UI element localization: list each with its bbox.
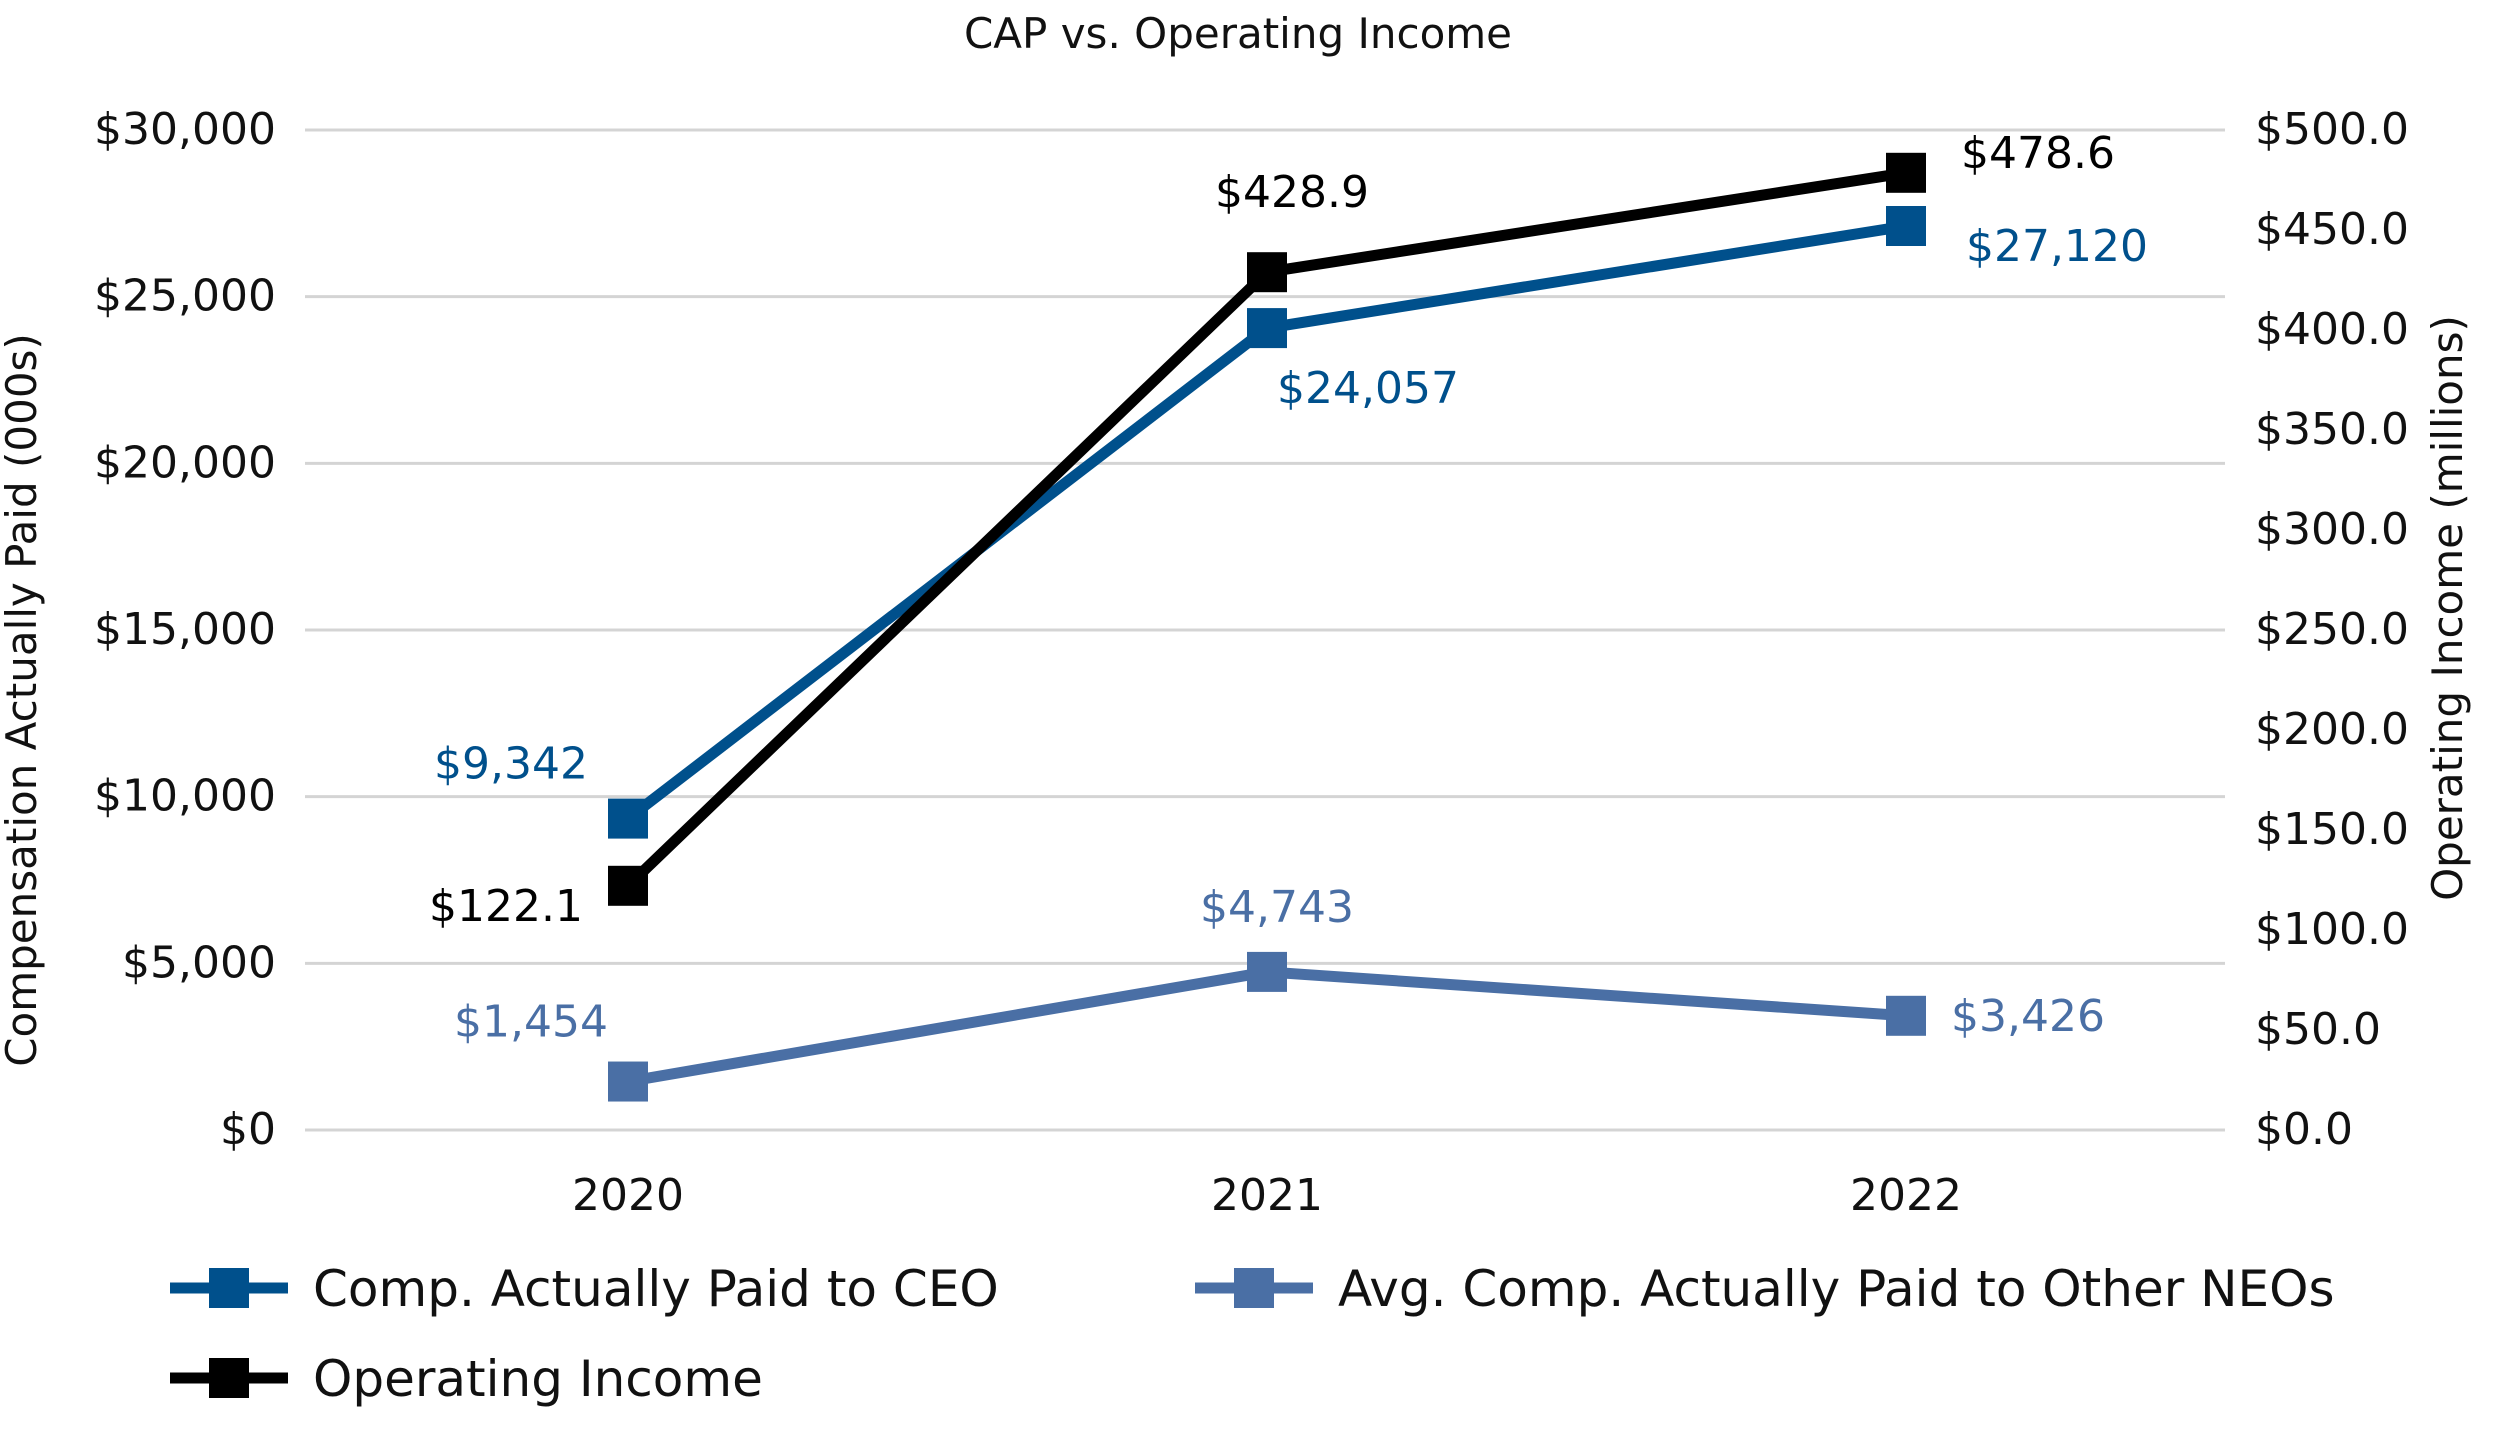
- right-tick-label: $250.0: [2255, 604, 2409, 655]
- x-tick-label: 2021: [1211, 1170, 1323, 1221]
- series-neo: [608, 951, 1926, 1102]
- data-label-opinc: $478.6: [1961, 128, 2115, 179]
- right-tick-label: $0.0: [2255, 1104, 2353, 1155]
- right-tick-label: $150.0: [2255, 804, 2409, 855]
- legend-swatch-marker: [1234, 1268, 1274, 1308]
- x-tick-label: 2020: [572, 1170, 684, 1221]
- left-tick-label: $20,000: [94, 437, 276, 488]
- chart-title: CAP vs. Operating Income: [964, 9, 1512, 58]
- right-tick-label: $450.0: [2255, 204, 2409, 255]
- legend-label: Operating Income: [313, 1350, 763, 1408]
- x-tick-label: 2022: [1850, 1170, 1962, 1221]
- legend-label: Comp. Actually Paid to CEO: [313, 1260, 999, 1318]
- legend-item-ceo: Comp. Actually Paid to CEO: [170, 1260, 999, 1318]
- legend-item-neo: Avg. Comp. Actually Paid to Other NEOs: [1195, 1260, 2335, 1318]
- right-axis-label: Operating Income (millions): [2423, 315, 2472, 901]
- left-axis-label: Compensation Actually Paid (000s): [0, 333, 46, 1067]
- legend-swatch-marker: [209, 1358, 249, 1398]
- data-label-neo: $1,454: [454, 997, 608, 1048]
- data-label-ceo: $9,342: [434, 739, 588, 790]
- series-ceo: [608, 206, 1926, 839]
- right-tick-label: $500.0: [2255, 104, 2409, 155]
- data-label-opinc: $122.1: [429, 881, 583, 932]
- series-marker-opinc: [608, 865, 648, 906]
- data-label-ceo: $27,120: [1966, 221, 2148, 272]
- data-label-opinc: $428.9: [1215, 167, 1369, 218]
- right-axis-ticks: $0.0 $50.0 $100.0 $150.0 $200.0 $250.0 $300.0 $…: [2255, 104, 2409, 1155]
- data-label-neo: $4,743: [1200, 882, 1354, 933]
- right-tick-label: $50.0: [2255, 1004, 2381, 1055]
- series-marker-ceo: [1247, 308, 1287, 349]
- right-tick-label: $200.0: [2255, 704, 2409, 755]
- series-layer: [608, 152, 1926, 1102]
- series-marker-opinc: [1247, 252, 1287, 293]
- x-axis-ticks: 2020 2021 2022: [572, 1170, 1962, 1221]
- left-tick-label: $0: [220, 1104, 276, 1155]
- data-label-ceo: $24,057: [1277, 363, 1459, 414]
- right-tick-label: $300.0: [2255, 504, 2409, 555]
- series-marker-neo: [608, 1061, 648, 1102]
- series-marker-opinc: [1886, 152, 1926, 193]
- legend-item-opinc: Operating Income: [170, 1350, 763, 1408]
- legend: Comp. Actually Paid to CEO Avg. Comp. Act…: [170, 1260, 2335, 1408]
- left-tick-label: $15,000: [94, 604, 276, 655]
- series-marker-ceo: [608, 798, 648, 839]
- right-tick-label: $350.0: [2255, 404, 2409, 455]
- data-label-neo: $3,426: [1951, 991, 2105, 1042]
- left-axis-ticks: $0 $5,000 $10,000 $15,000 $20,000 $25,000 $30,…: [94, 104, 276, 1155]
- left-tick-label: $30,000: [94, 104, 276, 155]
- left-tick-label: $10,000: [94, 771, 276, 822]
- legend-label: Avg. Comp. Actually Paid to Other NEOs: [1338, 1260, 2335, 1318]
- left-tick-label: $25,000: [94, 271, 276, 322]
- gridlines: [305, 128, 2225, 1132]
- right-tick-label: $100.0: [2255, 904, 2409, 955]
- data-labels: $9,342 $24,057 $27,120 $1,454 $4,743 $3,426 $1…: [429, 128, 2148, 1048]
- right-tick-label: $400.0: [2255, 304, 2409, 355]
- legend-swatch-marker: [209, 1268, 249, 1308]
- series-marker-neo: [1886, 995, 1926, 1036]
- series-marker-neo: [1247, 951, 1287, 992]
- series-opinc: [608, 152, 1926, 906]
- left-tick-label: $5,000: [122, 937, 276, 988]
- series-marker-ceo: [1886, 206, 1926, 246]
